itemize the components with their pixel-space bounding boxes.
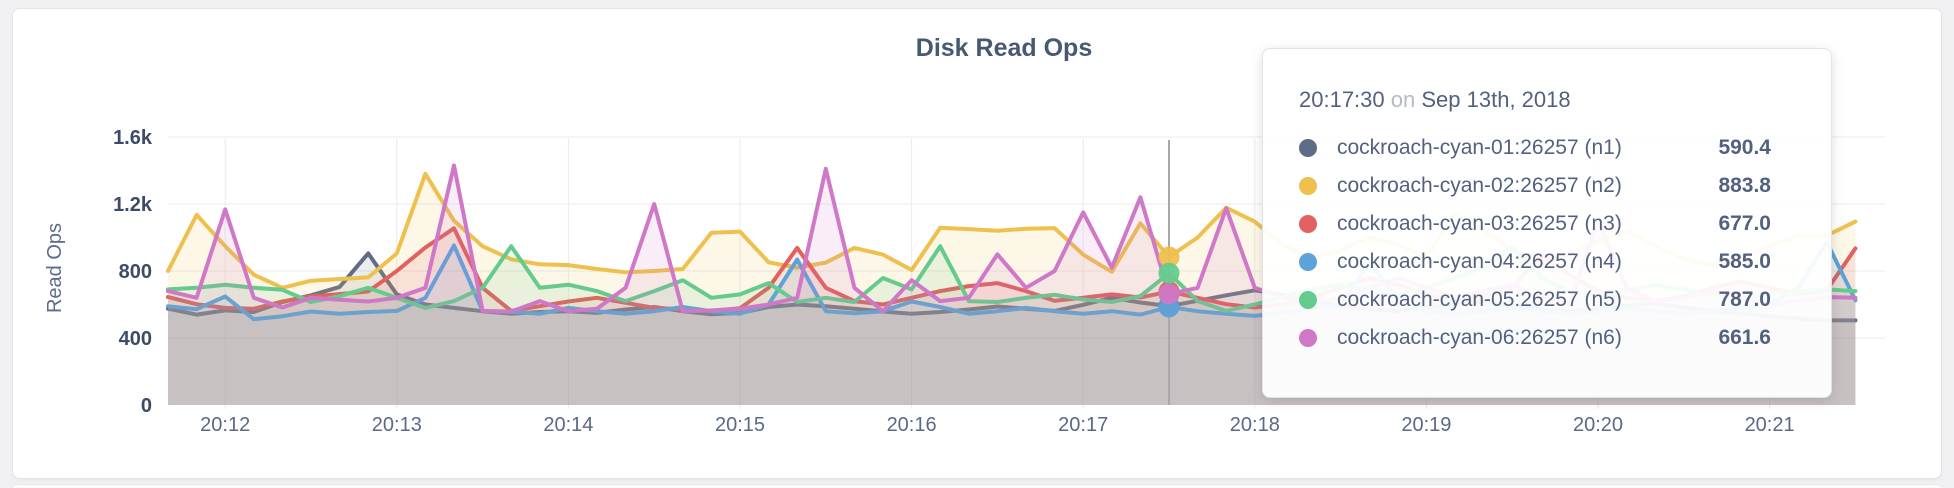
next-panel-top-edge <box>12 484 1942 488</box>
series-dot-icon <box>1299 253 1317 271</box>
tooltip-row: cockroach-cyan-01:26257 (n1) 590.4 <box>1299 129 1795 167</box>
hover-point <box>1158 246 1180 268</box>
series-dot-icon <box>1299 291 1317 309</box>
tooltip-row: cockroach-cyan-05:26257 (n5) 787.0 <box>1299 281 1795 319</box>
x-tick-label: 20:16 <box>887 414 937 436</box>
series-dot-icon <box>1299 177 1317 195</box>
series-value: 585.0 <box>1718 250 1771 273</box>
x-tick-label: 20:18 <box>1230 414 1280 436</box>
tooltip-timestamp: 20:17:30 on Sep 13th, 2018 <box>1299 87 1795 113</box>
x-tick-label: 20:12 <box>200 414 250 436</box>
x-tick-label: 20:13 <box>372 414 422 436</box>
series-value: 590.4 <box>1718 136 1771 159</box>
x-tick-label: 20:20 <box>1573 414 1623 436</box>
y-tick-label: 1.6k <box>113 127 153 149</box>
series-name: cockroach-cyan-06:26257 (n6) <box>1337 326 1622 349</box>
series-value: 661.6 <box>1718 326 1771 349</box>
tooltip-row: cockroach-cyan-03:26257 (n3) 677.0 <box>1299 205 1795 243</box>
series-name: cockroach-cyan-05:26257 (n5) <box>1337 288 1622 311</box>
series-dot-icon <box>1299 329 1317 347</box>
x-tick-label: 20:15 <box>715 414 765 436</box>
series-name: cockroach-cyan-02:26257 (n2) <box>1337 174 1622 197</box>
tooltip-time: 20:17:30 <box>1299 87 1385 112</box>
tooltip-conjunction: on <box>1390 87 1416 112</box>
x-tick-label: 20:19 <box>1401 414 1451 436</box>
series-name: cockroach-cyan-03:26257 (n3) <box>1337 212 1622 235</box>
x-tick-label: 20:17 <box>1058 414 1108 436</box>
tooltip-row: cockroach-cyan-04:26257 (n4) 585.0 <box>1299 243 1795 281</box>
chart-title: Disk Read Ops <box>915 34 1093 62</box>
x-tick-label: 20:21 <box>1745 414 1795 436</box>
hover-tooltip: 20:17:30 on Sep 13th, 2018 cockroach-cya… <box>1262 48 1832 398</box>
hover-point <box>1158 262 1180 284</box>
y-tick-label: 400 <box>119 328 152 350</box>
y-tick-label: 0 <box>141 395 152 417</box>
series-value: 787.0 <box>1718 288 1771 311</box>
tooltip-row: cockroach-cyan-02:26257 (n2) 883.8 <box>1299 167 1795 205</box>
series-dot-icon <box>1299 215 1317 233</box>
series-value: 883.8 <box>1718 174 1771 197</box>
x-tick-label: 20:14 <box>543 414 593 436</box>
series-name: cockroach-cyan-01:26257 (n1) <box>1337 136 1622 159</box>
series-dot-icon <box>1299 139 1317 157</box>
tooltip-row: cockroach-cyan-06:26257 (n6) 661.6 <box>1299 319 1795 357</box>
hover-point <box>1158 283 1180 305</box>
y-tick-label: 1.2k <box>113 194 153 216</box>
series-value: 677.0 <box>1718 212 1771 235</box>
series-name: cockroach-cyan-04:26257 (n4) <box>1337 250 1622 273</box>
tooltip-date: Sep 13th, 2018 <box>1421 87 1571 112</box>
y-tick-label: 800 <box>119 261 152 283</box>
